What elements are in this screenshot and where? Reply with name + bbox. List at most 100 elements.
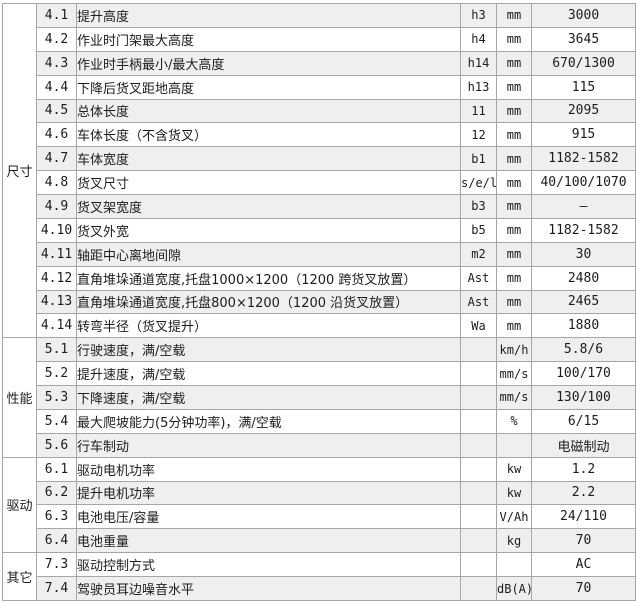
table-row: 6.3 电池电压/容量 V/Ah 24/110	[3, 504, 636, 530]
spec-name: 轴距中心离地间隙	[76, 241, 461, 267]
spec-symbol	[460, 576, 497, 601]
spec-name: 货叉架宽度	[76, 194, 461, 219]
spec-unit: mm	[496, 3, 532, 28]
spec-value: –	[531, 194, 636, 219]
spec-name: 提升速度，满/空载	[76, 361, 461, 386]
row-number: 7.3	[36, 552, 77, 577]
spec-symbol: m2	[460, 241, 497, 267]
spec-unit: mm	[496, 50, 532, 76]
spec-symbol	[460, 528, 497, 554]
table-row: 尺寸 4.1 提升高度 h3 mm 3000	[2, 2, 636, 339]
row-number: 5.6	[36, 432, 77, 458]
spec-unit: kw	[496, 456, 532, 482]
row-number: 4.11	[36, 241, 77, 267]
spec-symbol: b5	[460, 217, 497, 243]
table-row: 性能 5.1 行驶速度，满/空载 km/h 5.8/6	[2, 337, 636, 458]
spec-value: 2480	[531, 265, 636, 291]
row-number: 4.3	[36, 50, 77, 76]
spec-symbol	[460, 480, 497, 506]
category-cell-performance: 性能	[2, 337, 37, 458]
table-row: 6.4 电池重量 kg 70	[3, 528, 636, 554]
table-row: 5.2 提升速度，满/空载 mm/s 100/170	[3, 361, 636, 386]
row-number: 4.10	[36, 217, 77, 243]
spec-unit: mm	[496, 170, 532, 195]
row-number: 5.2	[36, 361, 77, 386]
spec-symbol: h4	[460, 26, 497, 52]
spec-name: 行车制动	[76, 432, 461, 458]
spec-unit: mm	[496, 194, 532, 219]
spec-name: 驱动控制方式	[76, 552, 461, 577]
table-row: 5.4 最大爬坡能力(5分钟功率)，满/空载% 6/15	[3, 408, 636, 434]
table-row: 驱动 6.1 驱动电机功率 kw 1.2	[2, 456, 636, 554]
spec-symbol: 12	[460, 122, 497, 148]
spec-unit: mm	[496, 313, 532, 339]
row-number: 6.2	[36, 480, 77, 506]
table-row: 4.14 转弯半径（货叉提升） Wa mm 1880	[3, 313, 636, 339]
table-row: 其它 7.3 驱动控制方式 AC	[2, 552, 636, 601]
spec-symbol: h3	[460, 3, 497, 28]
spec-value: 6/15	[531, 408, 636, 434]
table-row: 4.2 作业时门架最大高度 h4 mm 3645	[3, 26, 636, 52]
spec-value: 1.2	[531, 456, 636, 482]
spec-symbol: Wa	[460, 313, 497, 339]
category-cell-other: 其它	[2, 552, 37, 601]
spec-name: 转弯半径（货叉提升）	[76, 313, 461, 339]
spec-symbol	[460, 337, 497, 363]
spec-symbol	[460, 504, 497, 530]
spec-name: 电池电压/容量	[76, 504, 461, 530]
table-row: 4.3 作业时手柄最小/最大高度 h14 mm 670/1300	[3, 50, 636, 76]
spec-name: 货叉尺寸	[76, 170, 461, 195]
spec-value: 2.2	[531, 480, 636, 506]
spec-symbol: b3	[460, 194, 497, 219]
spec-unit	[496, 552, 532, 577]
row-number: 4.8	[36, 170, 77, 195]
spec-unit: mm	[496, 26, 532, 52]
spec-value: 40/100/1070	[531, 170, 636, 195]
table-row: 4.13 直角堆垛通道宽度,托盘800×1200（1200 沿货叉放置） Ast mm…	[3, 289, 636, 315]
row-number: 4.12	[36, 265, 77, 291]
spec-unit: mm	[496, 98, 532, 124]
spec-unit: mm	[496, 74, 532, 100]
table-row: 4.6 车体长度（不含货叉） 12 mm 915	[3, 122, 636, 148]
spec-unit: %	[496, 408, 532, 434]
spec-unit: mm	[496, 265, 532, 291]
row-number: 4.9	[36, 194, 77, 219]
spec-symbol	[460, 361, 497, 386]
spec-unit: dB(A)	[496, 576, 533, 601]
spec-name: 车体长度（不含货叉）	[76, 122, 461, 148]
spec-name: 直角堆垛通道宽度,托盘1000×1200（1200 跨货叉放置）	[76, 265, 461, 291]
spec-value: 130/100	[531, 385, 636, 410]
row-number: 4.2	[36, 26, 77, 52]
spec-name: 提升高度	[76, 3, 461, 28]
table-row: 4.9 货叉架宽度 b3 mm –	[3, 194, 636, 219]
spec-unit: mm	[496, 217, 532, 243]
spec-symbol	[460, 432, 497, 458]
row-number: 6.1	[36, 456, 77, 482]
row-number: 6.4	[36, 528, 77, 554]
spec-value: 915	[531, 122, 636, 148]
spec-name: 驱动电机功率	[76, 456, 461, 482]
table-row: 7.4 驾驶员耳边噪音水平 dB(A) 70	[3, 576, 636, 601]
row-number: 6.3	[36, 504, 77, 530]
spec-value: 电磁制动	[531, 432, 636, 458]
table-row: 5.3 下降速度，满/空载 mm/s 130/100	[3, 385, 636, 410]
spec-unit: km/h	[496, 337, 532, 363]
spec-symbol: 11	[460, 98, 497, 124]
spec-unit: mm	[496, 146, 532, 172]
table-row: 4.5 总体长度 11 mm 2095	[3, 98, 636, 124]
table-row: 4.8 货叉尺寸 s/e/l mm 40/100/1070	[3, 170, 636, 195]
spec-unit: mm	[496, 122, 532, 148]
spec-name: 下降后货叉距地高度	[76, 74, 461, 100]
spec-value: 3000	[531, 3, 636, 28]
spec-unit: mm/s	[496, 385, 532, 410]
spec-unit: kg	[496, 528, 532, 554]
row-number: 4.13	[36, 289, 77, 315]
spec-symbol	[460, 456, 497, 482]
spec-symbol	[460, 385, 497, 410]
row-number: 4.6	[36, 122, 77, 148]
spec-name: 行驶速度，满/空载	[76, 337, 461, 363]
spec-name: 下降速度，满/空载	[76, 385, 461, 410]
spec-value: 1182-1582	[531, 146, 636, 172]
